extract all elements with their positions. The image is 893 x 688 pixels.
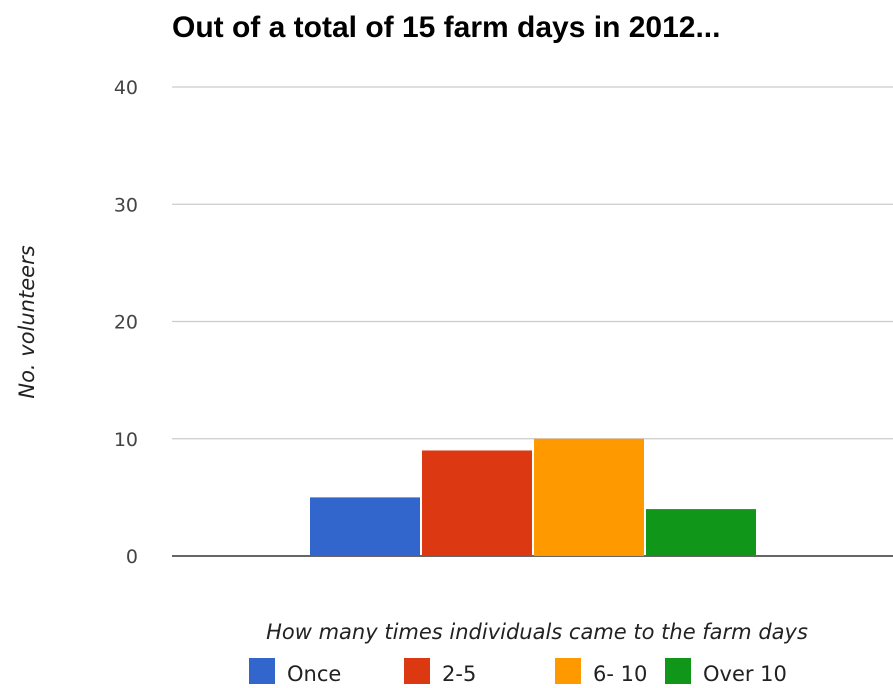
legend-item: Once xyxy=(249,658,341,686)
legend-label: Over 10 xyxy=(703,662,787,686)
legend-item: 6- 10 xyxy=(555,658,647,686)
bar-2-5 xyxy=(422,450,532,556)
bars-layer xyxy=(310,438,756,556)
y-axis-label: No. volunteers xyxy=(15,245,39,398)
legend-label: Once xyxy=(287,662,341,686)
legend-swatch xyxy=(555,658,581,684)
legend-swatch xyxy=(665,658,691,684)
y-tick-label: 40 xyxy=(114,77,138,99)
y-tick-label: 30 xyxy=(114,194,138,216)
legend-item: 2-5 xyxy=(404,658,476,686)
legend-swatch xyxy=(404,658,430,684)
chart-title: Out of a total of 15 farm days in 2012..… xyxy=(172,11,720,44)
bar-over-10 xyxy=(646,509,756,556)
legend-swatch xyxy=(249,658,275,684)
y-tick-label: 20 xyxy=(114,312,138,334)
grid-layer: 0 10 20 30 40 xyxy=(114,77,893,568)
legend-label: 2-5 xyxy=(442,662,476,686)
bar-6-10 xyxy=(534,438,644,556)
y-tick-label: 10 xyxy=(114,429,138,451)
bar-once xyxy=(310,497,420,556)
y-tick-label: 0 xyxy=(126,546,138,568)
x-axis-label: How many times individuals came to the f… xyxy=(266,620,808,644)
legend: Once 2-5 6- 10 Over 10 xyxy=(249,658,787,686)
legend-item: Over 10 xyxy=(665,658,787,686)
legend-label: 6- 10 xyxy=(593,662,647,686)
